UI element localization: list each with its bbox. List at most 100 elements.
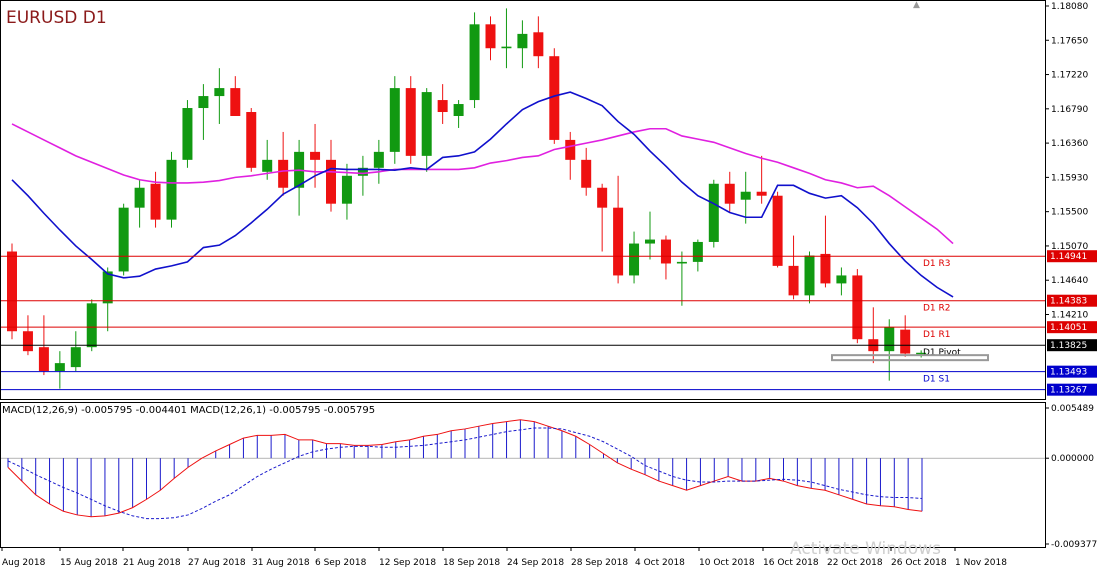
macd-pane-frame [0,402,1046,548]
price-tick-label: 1.16360 [1051,139,1088,149]
x-tick-label: 6 Sep 2018 [315,558,367,568]
pivot-level-value: 1.13493 [1050,368,1087,378]
candle-body [645,239,655,244]
pivot-level-name: D1 R2 [923,304,951,314]
x-tick-label: 1 Nov 2018 [955,558,1007,568]
pivot-level-tag [1047,383,1097,396]
x-tick-label: 4 Oct 2018 [635,558,685,568]
price-tick-label: 1.15930 [1051,173,1088,183]
x-tick-label: 28 Sep 2018 [571,558,628,568]
macd-tick-label: 0.000000 [1051,454,1094,464]
candle-body [118,207,129,272]
candle-body [916,352,927,355]
candle-body [421,92,432,156]
candle-body [230,88,241,116]
candle-body [676,261,687,264]
ma-blue-line [11,91,954,298]
x-tick-label: 21 Aug 2018 [123,558,181,568]
x-tick-label: 16 Oct 2018 [763,558,819,568]
pivot-level-tag [1047,365,1097,378]
x-tick-label: 27 Aug 2018 [188,558,246,568]
x-tick-label: 24 Sep 2018 [507,558,564,568]
candle-body [150,183,161,220]
pivot-level-value: 1.13825 [1050,341,1087,351]
price-tick-label: 1.15500 [1051,208,1088,218]
macd-tick-label: -0.009377 [1051,540,1097,550]
candle-body [38,347,49,372]
candle-body [501,46,512,49]
candle-body [453,104,464,116]
candle-body [198,96,209,109]
candle-body [692,241,703,262]
candle-body [373,151,384,168]
macd-main-line [7,419,923,518]
macd-pane [0,419,1045,520]
candle-body [756,191,767,196]
candle-body [517,33,528,49]
ma-magenta-line [11,123,954,245]
pivot-level-tag [1047,321,1097,334]
candle-body [884,327,895,352]
candle-body [772,195,783,266]
x-tick-label: 10 Oct 2018 [699,558,755,568]
x-tick-label: 18 Sep 2018 [443,558,500,568]
candle-body [166,159,177,220]
candle-body [549,56,560,140]
candle-body [278,159,289,188]
candle-body [565,139,576,160]
candle-body [262,159,273,172]
candle-body [581,159,592,188]
candle-body [182,108,193,160]
price-tick-label: 1.17220 [1051,71,1088,81]
candle-body [405,88,416,156]
x-tick-label: 12 Sep 2018 [379,558,436,568]
price-tick-label: 1.17650 [1051,36,1088,46]
candle-body [469,24,480,101]
candle-body [820,253,831,284]
candle-body [102,271,113,304]
candle-body [724,183,735,204]
price-pane: D1 R3 D1 R2 D1 R1 D1 Pivot D1 S1 [0,8,1045,391]
candle-body [357,167,368,176]
candle-body [7,251,17,332]
x-tick-label: Aug 2018 [2,558,46,568]
candle-body [22,331,33,352]
candle-body [740,191,751,200]
candle-body [134,187,145,208]
activate-windows-watermark: Activate Windows [790,539,941,559]
pivot-level-tag [1047,294,1097,307]
candle-body [54,363,65,372]
candle-body [326,159,336,204]
candle-body [214,88,225,97]
candle-body [597,187,608,208]
macd-signal-line [7,427,923,520]
candle-body [246,112,257,168]
price-tick-label: 1.14210 [1051,310,1088,320]
candle-body [310,151,321,160]
candle-body [900,329,911,354]
candle-body [836,275,847,284]
pivot-level-name: D1 S1 [923,375,950,385]
candle-body [485,24,496,49]
candle-body [660,239,671,264]
candle-body [804,255,815,296]
candle-body [788,265,799,296]
chart-title: EURUSD D1 [6,8,107,28]
pivot-level-tag [1047,250,1097,263]
x-tick-label: 31 Aug 2018 [252,558,310,568]
x-tick-label: 15 Aug 2018 [60,558,118,568]
candle-body [708,183,719,242]
pivot-level-name: D1 Pivot [923,348,961,358]
pivot-level-tag [1047,339,1097,352]
price-zone-box [831,354,989,362]
candle-body [437,100,448,113]
price-tick-label: 1.15070 [1051,242,1088,252]
candle-body [533,32,544,57]
price-tick-label: 1.14640 [1051,276,1088,286]
macd-tick-label: 0.005489 [1051,404,1094,414]
scroll-arrow-icon[interactable]: ▲ [913,0,920,10]
candle-body [86,303,97,348]
candle-body [613,207,624,276]
candle-body [629,243,640,276]
